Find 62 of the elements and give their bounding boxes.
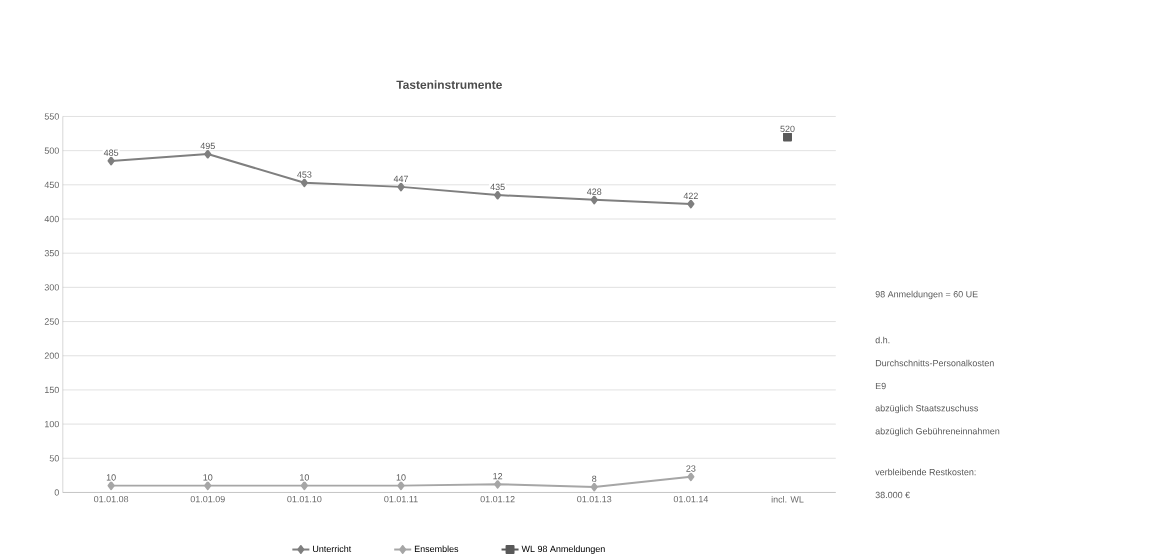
x-tick-label: 01.01.11 — [384, 495, 418, 503]
point — [107, 156, 115, 166]
point — [494, 479, 502, 489]
point — [494, 190, 502, 200]
x-tick-label: 01.01.13 — [577, 495, 612, 503]
point — [590, 195, 598, 205]
data-label: 10 — [106, 474, 116, 481]
data-label: 520 — [780, 125, 795, 132]
y-tick-label: 150 — [45, 386, 59, 394]
data-label: 8 — [592, 475, 597, 482]
x-tick-label: 01.01.10 — [287, 495, 322, 503]
y-tick-label: 50 — [49, 455, 59, 462]
text: verbleibende Restkosten: — [875, 468, 976, 476]
x-tick-label: incl. WL — [771, 495, 804, 503]
data-label: 422 — [683, 192, 698, 199]
y-tick-label: 400 — [44, 215, 59, 223]
point — [300, 481, 308, 491]
point — [687, 199, 695, 209]
x-tick-label: 01.01.12 — [480, 495, 515, 503]
y-tick-label: 200 — [44, 352, 59, 359]
point — [397, 182, 405, 192]
x-tick-label: 01.01.14 — [673, 495, 709, 503]
point — [590, 482, 598, 492]
y-tick-label: 300 — [44, 284, 59, 291]
data-label: 447 — [393, 175, 409, 182]
text: Durchschnitts-Personalkosten — [875, 359, 994, 367]
y-tick-label: 0 — [54, 489, 59, 496]
data-label: 453 — [297, 171, 312, 178]
y-tick-label: 550 — [44, 113, 59, 120]
data-label: 12 — [493, 473, 503, 480]
y-tick-label: 450 — [44, 181, 59, 189]
point — [397, 481, 405, 491]
data-label: 10 — [396, 474, 406, 481]
data-label: 10 — [300, 474, 310, 481]
text: d.h. — [875, 336, 890, 344]
text: E9 — [875, 382, 886, 390]
y-tick-label: 500 — [44, 147, 59, 154]
legend-label: Ensembles — [414, 545, 459, 553]
data-label: 435 — [490, 183, 505, 191]
legend-label: WL 98 Anmeldungen — [521, 545, 605, 554]
text: abzüglich Staatszuschuss — [875, 404, 979, 414]
point — [204, 149, 212, 159]
chart-title: Tasteninstrumente — [396, 80, 502, 89]
data-label: 485 — [103, 149, 119, 156]
point — [783, 132, 792, 142]
point — [300, 178, 308, 188]
point — [107, 481, 115, 491]
x-tick-label: 01.01.08 — [94, 495, 129, 503]
y-tick-label: 250 — [44, 318, 59, 325]
point — [687, 472, 695, 482]
x-tick-label: 01.01.09 — [190, 495, 225, 503]
point — [204, 481, 212, 491]
data-label: 495 — [200, 142, 215, 150]
y-tick-label: 350 — [44, 250, 59, 257]
y-tick-label: 100 — [45, 420, 59, 428]
data-label: 428 — [586, 188, 602, 195]
text: 38.000 € — [875, 491, 910, 499]
data-label: 23 — [686, 465, 696, 472]
data-label: 10 — [203, 474, 213, 481]
text: abzüglich Gebühreneinnahmen — [875, 427, 1000, 437]
text: 98 Anmeldungen = 60 UE — [875, 290, 978, 300]
legend-label: Unterricht — [313, 545, 352, 553]
